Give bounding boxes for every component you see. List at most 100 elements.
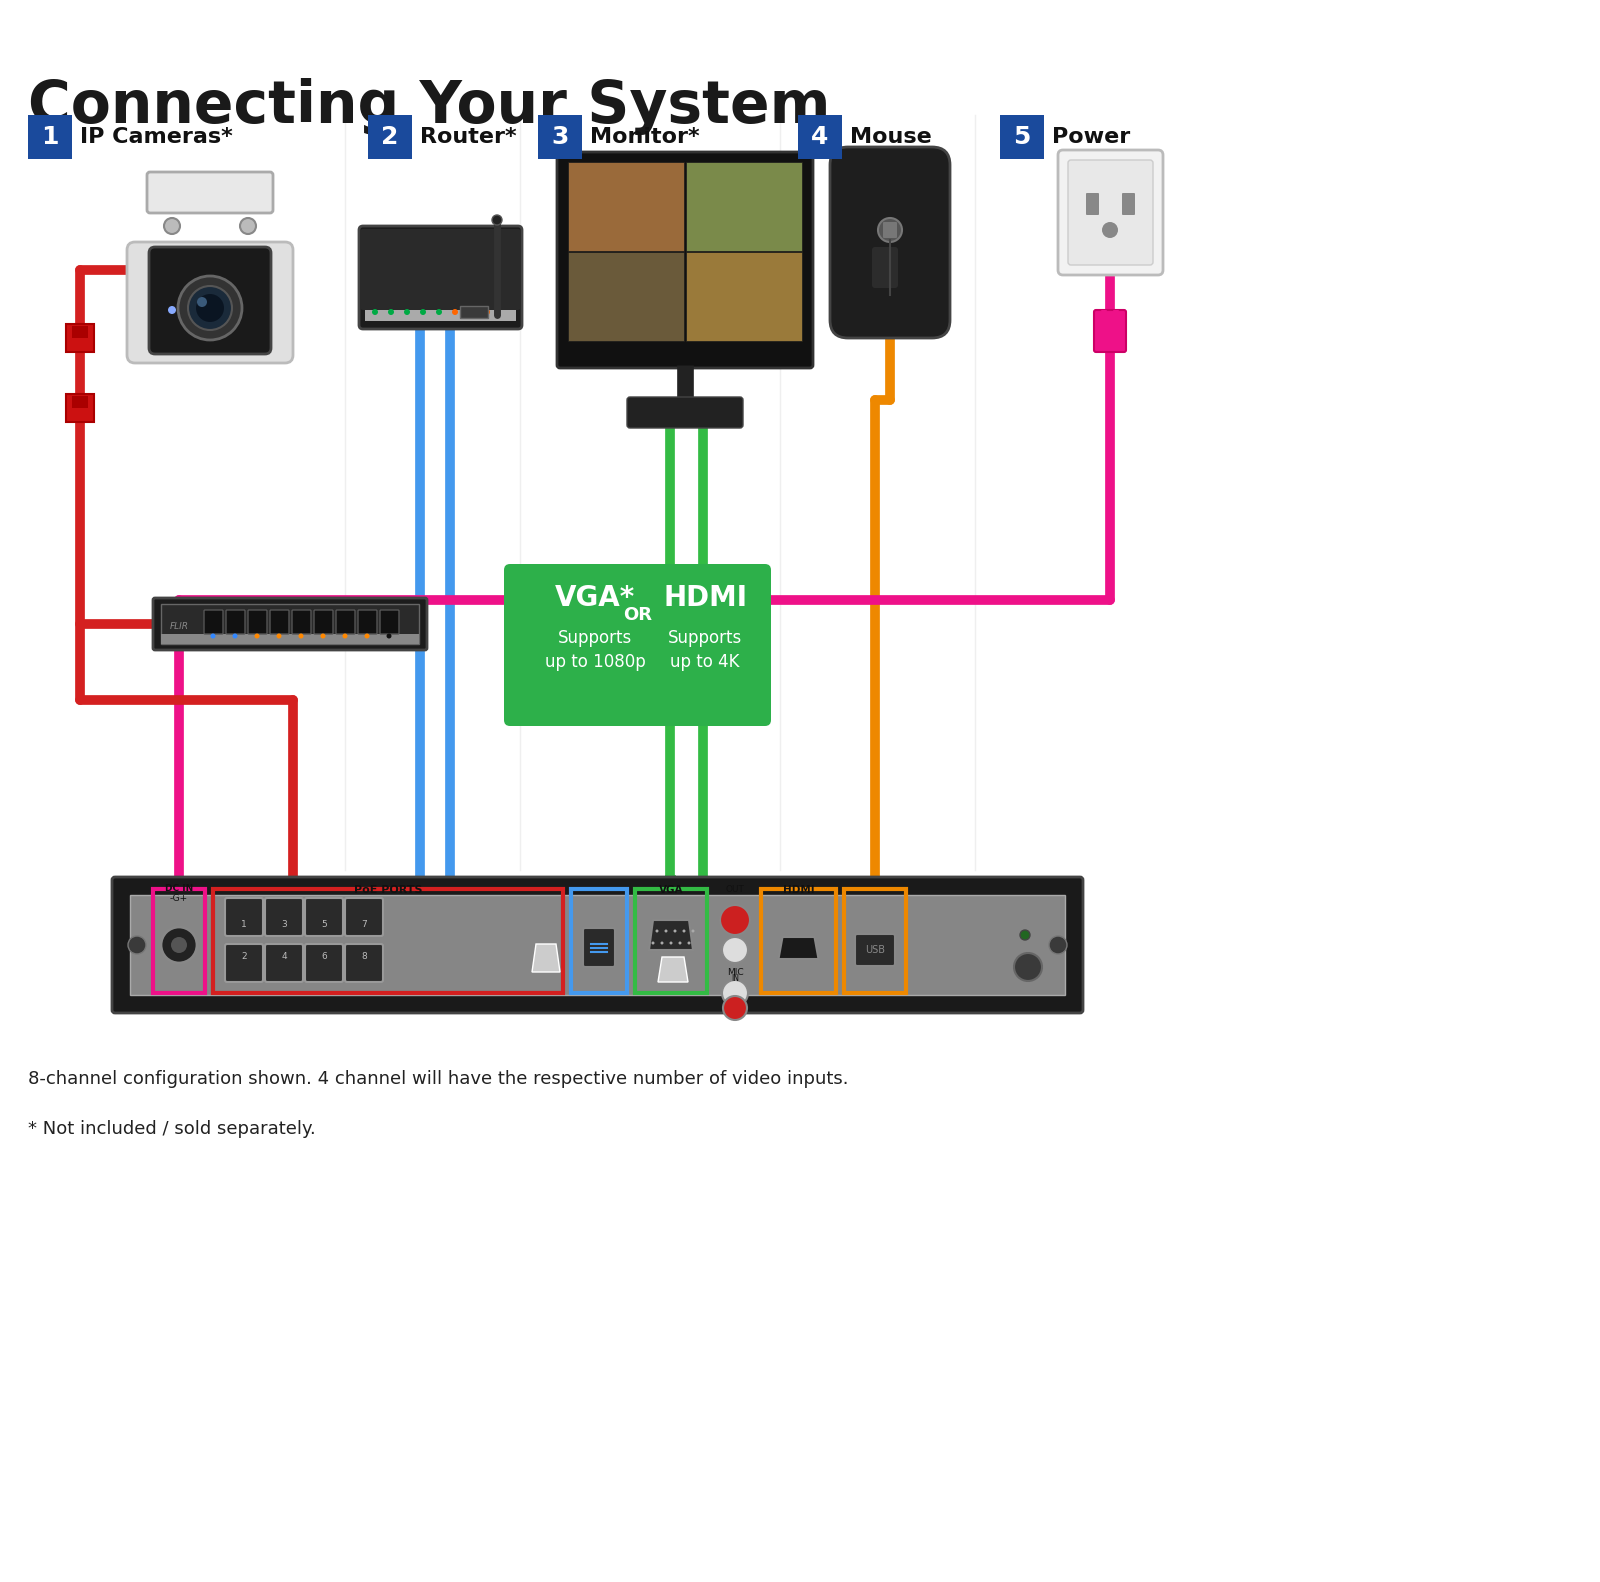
Text: VGA*: VGA*	[555, 584, 635, 612]
Circle shape	[664, 930, 667, 932]
FancyBboxPatch shape	[154, 598, 427, 650]
Text: 1: 1	[242, 919, 246, 929]
Circle shape	[195, 294, 224, 323]
Text: PoE PORTS: PoE PORTS	[354, 884, 422, 895]
Circle shape	[189, 286, 232, 331]
FancyBboxPatch shape	[1069, 160, 1154, 266]
FancyBboxPatch shape	[381, 611, 398, 634]
FancyBboxPatch shape	[358, 611, 378, 634]
Circle shape	[211, 633, 216, 639]
FancyBboxPatch shape	[291, 611, 310, 634]
Circle shape	[453, 308, 458, 315]
Text: DC IN: DC IN	[165, 883, 194, 892]
Circle shape	[387, 633, 392, 639]
Text: 6: 6	[322, 951, 326, 960]
FancyBboxPatch shape	[306, 899, 342, 937]
Circle shape	[720, 905, 750, 935]
FancyBboxPatch shape	[798, 115, 842, 160]
Text: HDMI: HDMI	[662, 584, 747, 612]
Circle shape	[483, 308, 490, 315]
Circle shape	[171, 937, 187, 952]
Circle shape	[299, 633, 304, 639]
FancyBboxPatch shape	[830, 147, 950, 339]
Circle shape	[162, 927, 197, 963]
Circle shape	[1014, 952, 1042, 981]
Polygon shape	[658, 957, 688, 982]
Text: USB: USB	[866, 944, 885, 956]
Text: 4: 4	[282, 951, 286, 960]
Circle shape	[320, 633, 325, 639]
FancyBboxPatch shape	[504, 565, 771, 726]
FancyBboxPatch shape	[1000, 115, 1043, 160]
FancyBboxPatch shape	[627, 397, 742, 429]
FancyBboxPatch shape	[226, 899, 262, 937]
FancyBboxPatch shape	[162, 634, 419, 644]
Circle shape	[656, 930, 659, 932]
Text: HDMI: HDMI	[782, 884, 814, 895]
Text: Router*: Router*	[419, 127, 517, 147]
Circle shape	[403, 308, 410, 315]
FancyBboxPatch shape	[1094, 310, 1126, 353]
Circle shape	[688, 941, 691, 944]
FancyBboxPatch shape	[872, 247, 898, 288]
FancyBboxPatch shape	[1122, 193, 1134, 215]
Text: 8-channel configuration shown. 4 channel will have the respective number of vide: 8-channel configuration shown. 4 channel…	[29, 1069, 848, 1088]
Polygon shape	[650, 921, 693, 951]
Circle shape	[467, 308, 474, 315]
Text: OUT: OUT	[725, 884, 744, 894]
Circle shape	[371, 308, 378, 315]
FancyBboxPatch shape	[72, 326, 88, 339]
Text: * Not included / sold separately.: * Not included / sold separately.	[29, 1120, 315, 1137]
Circle shape	[722, 979, 749, 1006]
Text: IN: IN	[731, 973, 739, 982]
FancyBboxPatch shape	[686, 252, 802, 342]
Text: 4: 4	[811, 125, 829, 149]
Circle shape	[128, 937, 146, 954]
Circle shape	[178, 275, 242, 340]
Circle shape	[683, 930, 685, 932]
Text: IP Cameras*: IP Cameras*	[80, 127, 232, 147]
Text: Connecting Your System: Connecting Your System	[29, 78, 830, 134]
FancyBboxPatch shape	[568, 252, 685, 342]
FancyBboxPatch shape	[1058, 150, 1163, 275]
Circle shape	[669, 941, 672, 944]
Text: 7: 7	[362, 919, 366, 929]
FancyBboxPatch shape	[147, 172, 274, 214]
FancyBboxPatch shape	[72, 396, 88, 408]
Text: Mouse: Mouse	[850, 127, 931, 147]
FancyBboxPatch shape	[1086, 193, 1099, 215]
FancyBboxPatch shape	[126, 242, 293, 362]
FancyBboxPatch shape	[205, 611, 222, 634]
Text: 2: 2	[381, 125, 398, 149]
Circle shape	[878, 218, 902, 242]
FancyBboxPatch shape	[557, 152, 813, 369]
FancyBboxPatch shape	[582, 929, 614, 967]
FancyBboxPatch shape	[360, 229, 522, 310]
FancyBboxPatch shape	[29, 115, 72, 160]
Text: 3: 3	[552, 125, 568, 149]
Circle shape	[661, 941, 664, 944]
Text: Supports
up to 1080p: Supports up to 1080p	[544, 630, 645, 671]
Circle shape	[168, 305, 176, 313]
Circle shape	[342, 633, 347, 639]
FancyBboxPatch shape	[266, 944, 302, 982]
Text: 1: 1	[42, 125, 59, 149]
FancyBboxPatch shape	[883, 221, 898, 237]
Circle shape	[691, 930, 694, 932]
Circle shape	[1021, 930, 1030, 940]
Circle shape	[232, 633, 237, 639]
FancyBboxPatch shape	[149, 247, 270, 354]
FancyBboxPatch shape	[686, 161, 802, 252]
Circle shape	[723, 997, 747, 1020]
Text: 8: 8	[362, 951, 366, 960]
Circle shape	[365, 633, 370, 639]
FancyBboxPatch shape	[248, 611, 267, 634]
FancyBboxPatch shape	[346, 944, 382, 982]
Circle shape	[197, 297, 206, 307]
FancyBboxPatch shape	[112, 876, 1083, 1012]
FancyBboxPatch shape	[66, 324, 94, 353]
Circle shape	[651, 941, 654, 944]
Text: 5: 5	[1013, 125, 1030, 149]
Text: Monitor*: Monitor*	[590, 127, 699, 147]
Polygon shape	[531, 944, 560, 971]
